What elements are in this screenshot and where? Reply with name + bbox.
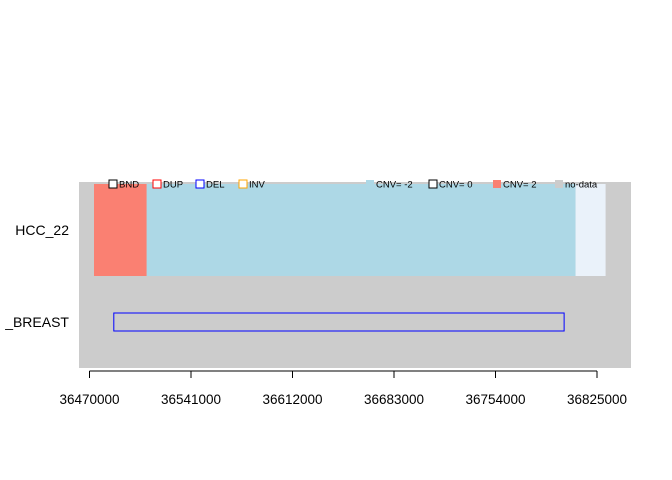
legend-label: CNV= -2 bbox=[376, 180, 413, 191]
legend-swatch bbox=[428, 179, 438, 189]
legend-label: CNV= 2 bbox=[503, 180, 537, 191]
row-labels: HCC_22 _BREAST bbox=[4, 222, 69, 330]
x-tick-label: 36683000 bbox=[364, 392, 424, 407]
legend-swatch bbox=[493, 180, 501, 188]
legend: BND DUP DEL INV CNV= -2 CNV= 0 CNV= 2 no-data bbox=[108, 179, 598, 191]
legend-item-cnv-1: CNV= 0 bbox=[428, 179, 473, 191]
row-label: _BREAST bbox=[4, 314, 69, 330]
cnv-segments bbox=[94, 184, 606, 276]
legend-label: DUP bbox=[163, 180, 183, 191]
legend-label: INV bbox=[249, 180, 266, 191]
legend-swatch bbox=[366, 180, 374, 188]
cnv-segment bbox=[94, 184, 147, 276]
legend-swatch bbox=[555, 180, 563, 188]
legend-item-inv: INV bbox=[238, 179, 266, 191]
x-tick-label: 36470000 bbox=[59, 392, 119, 407]
sv-events bbox=[113, 312, 565, 332]
cnv-segment bbox=[146, 184, 576, 276]
legend-item-dup: DUP bbox=[152, 179, 183, 191]
row-label: HCC_22 bbox=[15, 222, 69, 238]
legend-item-bnd: BND bbox=[108, 179, 139, 191]
legend-swatch bbox=[238, 179, 248, 189]
x-tick-label: 36754000 bbox=[465, 392, 525, 407]
legend-label: CNV= 0 bbox=[439, 180, 473, 191]
x-axis: 36470000 36541000 36612000 36683000 36754000… bbox=[59, 370, 627, 407]
legend-item-del: DEL bbox=[195, 179, 224, 191]
legend-swatch bbox=[152, 179, 162, 189]
x-tick-label: 36612000 bbox=[262, 392, 322, 407]
legend-label: DEL bbox=[206, 180, 224, 191]
legend-label: no-data bbox=[565, 180, 598, 191]
legend-item-cnv-2: CNV= 2 bbox=[493, 180, 537, 191]
sv-event-del bbox=[113, 312, 565, 332]
legend-item-cnv-0: CNV= -2 bbox=[366, 180, 413, 191]
x-tick-label: 36825000 bbox=[567, 392, 627, 407]
cnv-segment bbox=[575, 184, 606, 276]
legend-swatch bbox=[108, 179, 118, 189]
legend-item-cnv-3: no-data bbox=[555, 180, 598, 191]
legend-swatch bbox=[195, 179, 205, 189]
legend-label: BND bbox=[119, 180, 139, 191]
x-tick-label: 36541000 bbox=[161, 392, 221, 407]
